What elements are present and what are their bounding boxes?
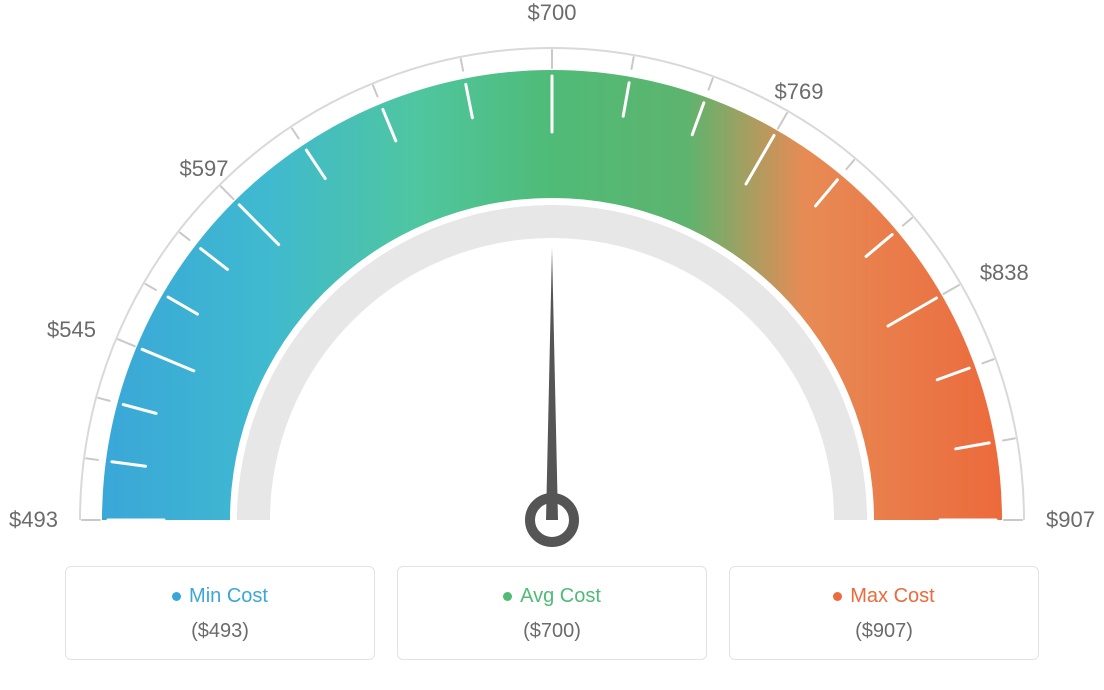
- gauge-tick-label: $597: [180, 156, 229, 182]
- legend-card-max: Max Cost ($907): [729, 566, 1039, 660]
- legend-label-min: Min Cost: [189, 585, 268, 608]
- legend-label-max: Max Cost: [850, 585, 934, 608]
- legend-value-avg: ($700): [398, 620, 706, 643]
- gauge-tick-label: $769: [775, 79, 824, 105]
- gauge-tick-label: $700: [528, 0, 577, 26]
- legend-dot-avg: [503, 592, 512, 601]
- legend-value-min: ($493): [66, 620, 374, 643]
- legend-dot-max: [833, 592, 842, 601]
- legend-row: Min Cost ($493) Avg Cost ($700) Max Cost…: [0, 566, 1104, 660]
- legend-label-avg: Avg Cost: [520, 585, 601, 608]
- gauge-tick-label: $493: [9, 507, 58, 533]
- legend-card-min: Min Cost ($493): [65, 566, 375, 660]
- legend-card-avg: Avg Cost ($700): [397, 566, 707, 660]
- gauge-tick-label: $907: [1046, 507, 1095, 533]
- gauge-svg: [0, 0, 1104, 560]
- gauge-tick-label: $545: [47, 317, 96, 343]
- legend-dot-min: [172, 592, 181, 601]
- gauge-tick-label: $838: [980, 260, 1029, 286]
- legend-value-max: ($907): [730, 620, 1038, 643]
- cost-gauge: $493 $545 $597 $700 $769 $838 $907: [0, 0, 1104, 560]
